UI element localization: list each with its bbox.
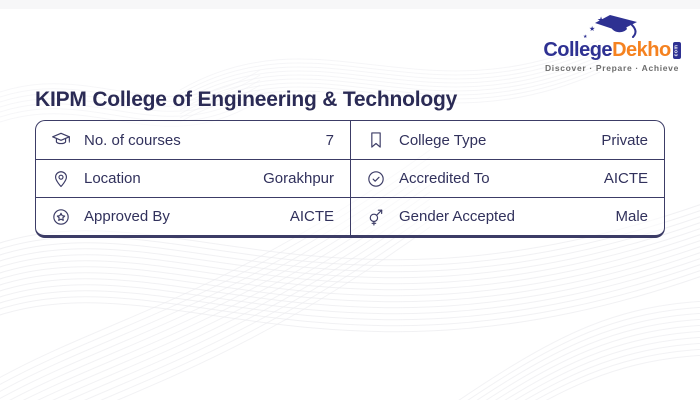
bookmark-icon bbox=[366, 130, 386, 150]
cell-value: 7 bbox=[325, 131, 334, 149]
flying-graduation-cap-icon: ★ ★ ★ bbox=[583, 15, 637, 40]
cell-value: AICTE bbox=[289, 208, 334, 225]
svg-text:★: ★ bbox=[589, 25, 595, 33]
table-cell-accredited: Accredited To AICTE bbox=[350, 159, 664, 197]
brand-dekho-text: Dekho bbox=[612, 39, 671, 61]
collegedekho-logo: ★ ★ ★ College Dekho com Discover · Prepare… bbox=[536, 10, 688, 73]
brand-wordmark: College Dekho com bbox=[536, 40, 688, 60]
cell-value: Private bbox=[601, 131, 648, 149]
cell-label: Gender Accepted bbox=[399, 208, 515, 225]
college-info-table: No. of courses 7 College Type Private Lo… bbox=[35, 120, 665, 238]
brand-tagline: Discover · Prepare · Achieve bbox=[544, 63, 679, 73]
table-cell-college-type: College Type Private bbox=[350, 121, 664, 159]
cell-label: Accredited To bbox=[399, 170, 490, 187]
cell-label: Approved By bbox=[84, 208, 170, 225]
table-cell-courses: No. of courses 7 bbox=[36, 121, 350, 159]
cell-value: Gorakhpur bbox=[263, 170, 334, 187]
brand-domain-badge: com bbox=[672, 41, 681, 59]
graduation-cap-icon bbox=[51, 130, 71, 150]
star-badge-icon bbox=[51, 207, 71, 227]
page-title: KIPM College of Engineering & Technology bbox=[35, 88, 458, 112]
table-cell-location: Location Gorakhpur bbox=[36, 159, 350, 197]
cell-label: Location bbox=[84, 170, 141, 187]
table-cell-gender: Gender Accepted Male bbox=[350, 197, 664, 235]
location-pin-icon bbox=[51, 169, 71, 189]
svg-text:★: ★ bbox=[597, 15, 605, 25]
check-badge-icon bbox=[366, 169, 386, 189]
brand-college-text: College bbox=[543, 39, 613, 61]
cell-label: College Type bbox=[399, 131, 487, 149]
cell-value: AICTE bbox=[603, 170, 648, 187]
table-cell-approved-by: Approved By AICTE bbox=[36, 197, 350, 235]
cell-label: No. of courses bbox=[84, 131, 181, 149]
gender-icon bbox=[366, 207, 386, 227]
cell-value: Male bbox=[615, 208, 648, 225]
svg-text:★: ★ bbox=[583, 34, 588, 40]
top-gray-strip bbox=[0, 0, 700, 9]
